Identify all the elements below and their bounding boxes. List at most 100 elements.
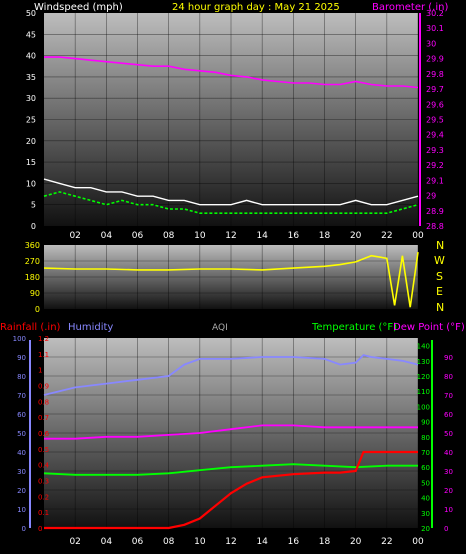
humidity-tick-label: 0 xyxy=(22,525,26,533)
baro-tick-label: 29.6 xyxy=(426,100,444,109)
dew-tick-label: 40 xyxy=(444,449,453,457)
direction-tick-label: 270 xyxy=(25,257,40,266)
wind-speed-line xyxy=(43,191,419,214)
dew-tick-label: 70 xyxy=(444,392,453,400)
x-tick-label: 20 xyxy=(350,537,362,547)
chart-title: 24 hour graph day : May 21 2025 xyxy=(172,2,340,13)
rain-tick-label: 0.1 xyxy=(38,509,49,517)
x-tick-label: 10 xyxy=(194,537,206,547)
wind-tick-label: 15 xyxy=(26,158,36,167)
temp-tick-label: 100 xyxy=(417,403,430,411)
temp-axis-title: Temperature (°F) xyxy=(311,322,397,333)
dew-tick-label: 50 xyxy=(444,430,453,438)
dew-tick-label: 20 xyxy=(444,487,453,495)
temp-tick-label: 20 xyxy=(421,525,430,533)
compass-n-bottom: N xyxy=(436,301,444,314)
temp-tick-label: 50 xyxy=(421,479,430,487)
humidity-tick-label: 100 xyxy=(13,335,26,343)
wind-tick-label: 35 xyxy=(26,73,36,82)
aqi-label: AQI xyxy=(212,323,228,333)
temp-tick-label: 30 xyxy=(421,510,430,518)
temp-tick-label: 140 xyxy=(417,343,430,351)
baro-tick-label: 29.7 xyxy=(426,85,444,94)
rain-tick-label: 1 xyxy=(38,367,42,375)
wind-tick-label: 30 xyxy=(26,94,36,103)
dew-axis-title: Dew Point (°F) xyxy=(393,322,465,333)
wind-tick-label: 40 xyxy=(26,52,36,61)
wind-tick-label: 20 xyxy=(26,137,36,146)
temp-tick-label: 70 xyxy=(421,449,430,457)
dew-tick-label: 60 xyxy=(444,411,453,419)
temp-tick-label: 80 xyxy=(421,434,430,442)
humidity-tick-label: 20 xyxy=(17,487,26,495)
wind-tick-label: 50 xyxy=(26,9,36,18)
dew-tick-label: 90 xyxy=(444,354,453,362)
compass-e: E xyxy=(436,285,443,298)
temp-tick-label: 40 xyxy=(421,495,430,503)
baro-axis-title: Barometer (.in) xyxy=(372,2,448,13)
baro-tick-label: 30 xyxy=(426,39,436,48)
x-tick-label: 06 xyxy=(132,537,144,547)
baro-tick-label: 30.2 xyxy=(426,9,444,18)
direction-tick-label: 360 xyxy=(25,241,40,250)
humidity-tick-label: 40 xyxy=(17,449,26,457)
rain-tick-label: 0.6 xyxy=(38,430,50,438)
grid-direction xyxy=(44,245,419,309)
dew-tick-label: 30 xyxy=(444,468,453,476)
humidity-tick-label: 90 xyxy=(17,354,26,362)
x-tick-label: 18 xyxy=(319,537,331,547)
temp-tick-label: 110 xyxy=(417,388,430,396)
dew-tick-label: 80 xyxy=(444,373,453,381)
x-tick-label: 02 xyxy=(69,537,80,547)
wind-tick-label: 45 xyxy=(26,30,36,39)
x-tick-label: 22 xyxy=(381,537,392,547)
x-tick-label: 12 xyxy=(225,537,236,547)
rain-tick-label: 1.2 xyxy=(38,335,49,343)
temp-tick-label: 90 xyxy=(421,419,430,427)
wind-tick-label: 5 xyxy=(31,201,36,210)
x-tick-label: 12 xyxy=(225,231,236,241)
baro-tick-label: 29 xyxy=(426,192,436,201)
humidity-line xyxy=(43,354,419,396)
humidity-axis-title: Humidity xyxy=(68,322,113,333)
x-tick-label: 14 xyxy=(256,537,268,547)
dew-tick-label: 0 xyxy=(444,525,448,533)
chart-marks xyxy=(43,13,421,530)
humidity-tick-label: 50 xyxy=(17,430,26,438)
rain-tick-label: 0.9 xyxy=(38,383,49,391)
x-tick-label: 04 xyxy=(101,537,113,547)
x-tick-label: 08 xyxy=(163,231,175,241)
direction-tick-label: 0 xyxy=(35,305,40,314)
compass-w: W xyxy=(434,254,445,267)
barometer-line xyxy=(44,56,419,89)
humidity-tick-label: 10 xyxy=(17,506,26,514)
baro-tick-label: 29.5 xyxy=(426,116,444,125)
direction-tick-label: 90 xyxy=(30,289,40,298)
x-tick-label: 16 xyxy=(288,537,300,547)
x-tick-label: 04 xyxy=(101,231,113,241)
x-tick-label: 20 xyxy=(350,231,362,241)
baro-tick-label: 29.2 xyxy=(426,161,444,170)
temp-tick-label: 120 xyxy=(417,373,430,381)
x-tick-label: 08 xyxy=(163,537,175,547)
compass-s: S xyxy=(436,270,443,283)
temp-tick-label: 60 xyxy=(421,464,430,472)
rain-tick-label: 0.2 xyxy=(38,493,49,501)
rain-axis-title: Rainfall (.in) xyxy=(0,322,61,333)
baro-tick-label: 29.9 xyxy=(426,55,444,64)
wind-tick-label: 10 xyxy=(26,179,36,188)
x-tick-label: 16 xyxy=(288,231,300,241)
wind-direction-line xyxy=(43,251,419,308)
baro-tick-label: 28.9 xyxy=(426,207,444,216)
compass-n-top: N xyxy=(436,239,444,252)
humidity-tick-label: 60 xyxy=(17,411,26,419)
x-tick-label: 18 xyxy=(319,231,331,241)
rain-tick-label: 0.4 xyxy=(38,462,50,470)
baro-tick-label: 29.1 xyxy=(426,176,444,185)
wind-tick-label: 0 xyxy=(31,222,36,231)
grid-wind-baro xyxy=(44,13,419,226)
humidity-tick-label: 30 xyxy=(17,468,26,476)
baro-tick-label: 30.1 xyxy=(426,24,444,33)
direction-tick-label: 180 xyxy=(25,273,40,282)
